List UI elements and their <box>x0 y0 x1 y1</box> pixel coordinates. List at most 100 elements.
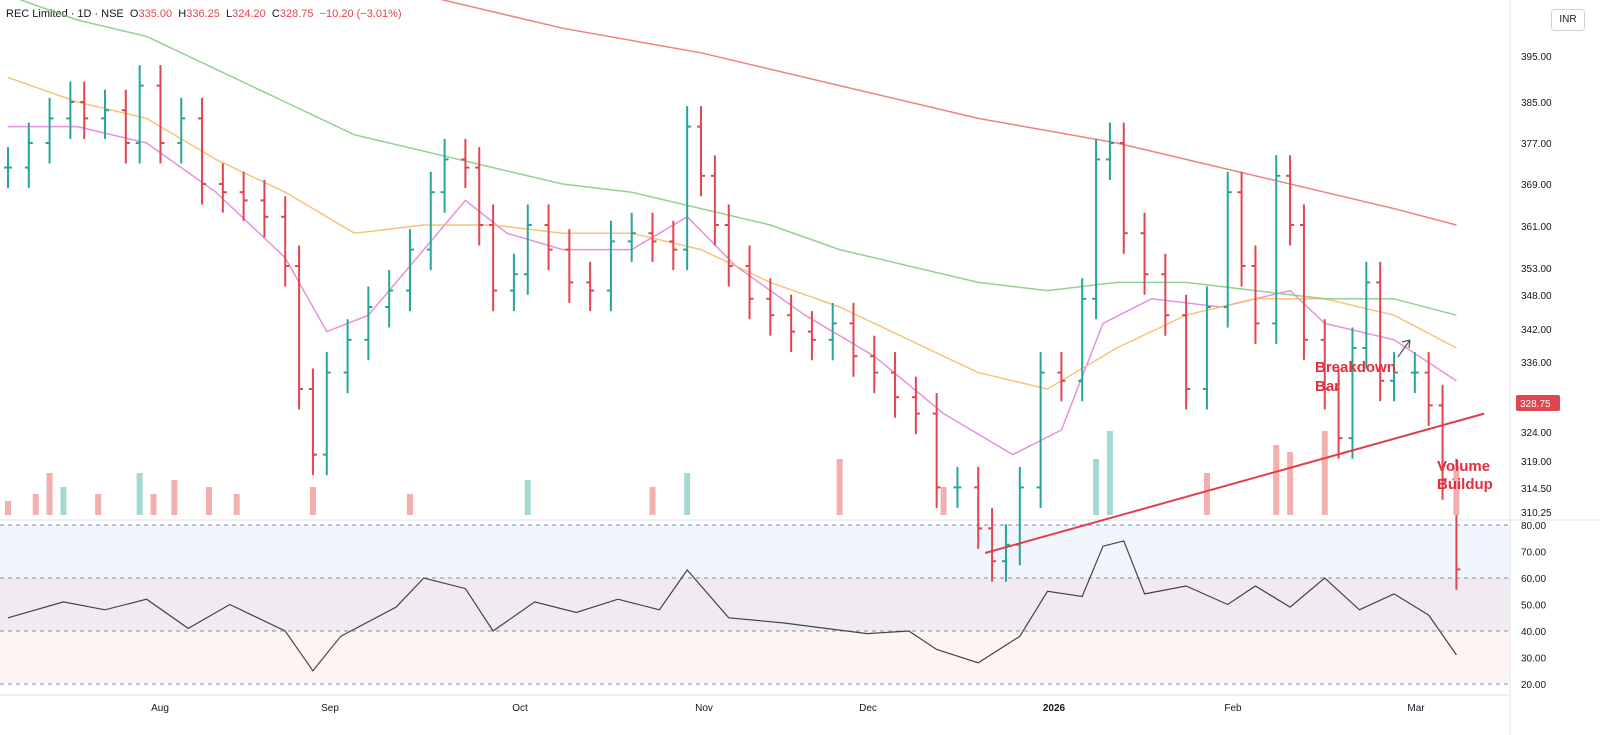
price-bar <box>565 229 574 303</box>
price-axis-tick: 314.50 <box>1521 484 1552 495</box>
price-axis-tick: 319.00 <box>1521 457 1552 468</box>
time-axis-label: Mar <box>1407 703 1425 714</box>
volume-bar <box>5 501 11 515</box>
price-bar <box>627 212 636 262</box>
price-bar <box>1237 171 1246 287</box>
price-bar <box>974 466 983 549</box>
price-bar <box>669 220 678 271</box>
rsi-mid-band <box>0 578 1510 631</box>
price-bar <box>101 89 110 139</box>
price-bar <box>911 376 920 435</box>
high-value: 336.25 <box>186 8 220 20</box>
time-axis-label: Aug <box>151 703 169 714</box>
price-bar <box>1410 352 1419 394</box>
price-bar <box>1119 122 1128 254</box>
price-axis-tick: 324.00 <box>1521 428 1552 439</box>
price-axis-tick: 353.00 <box>1521 264 1552 275</box>
volume-annotation: Volume <box>1437 458 1490 475</box>
price-bar <box>1299 204 1308 361</box>
price-bar <box>461 138 470 189</box>
price-bar <box>932 393 941 508</box>
price-bar <box>405 229 414 312</box>
price-bar <box>177 97 186 164</box>
moving-average-line-1 <box>8 125 1457 456</box>
price-bar <box>239 171 248 221</box>
volume-annotation-line2: Buildup <box>1437 476 1493 493</box>
last-price-label: 328.75 <box>1520 399 1551 410</box>
price-bar <box>766 278 775 336</box>
time-axis-label: Feb <box>1224 703 1242 714</box>
price-bar <box>24 122 33 189</box>
volume-bar <box>406 494 413 515</box>
price-bar <box>1202 286 1211 410</box>
price-bar <box>260 179 269 238</box>
low-value: 324.20 <box>232 8 266 20</box>
price-bar <box>440 138 449 213</box>
volume-bar <box>171 480 178 515</box>
rsi-axis-tick: 60.00 <box>1521 574 1546 585</box>
price-bar <box>281 196 290 287</box>
volume-bar <box>95 494 102 515</box>
price-bar <box>606 220 615 312</box>
price-bar <box>807 311 816 361</box>
price-bar <box>1438 384 1447 500</box>
price-bar <box>1286 155 1295 246</box>
price-bar <box>426 171 435 271</box>
price-bar <box>80 81 89 139</box>
price-bar <box>1251 245 1260 344</box>
volume-bar <box>524 480 531 515</box>
price-bar <box>4 147 12 189</box>
price-bar <box>295 245 304 410</box>
rsi-axis-tick: 30.00 <box>1521 654 1546 665</box>
volume-bar <box>309 487 316 515</box>
price-bar <box>828 302 837 361</box>
volume-bar <box>1106 431 1113 515</box>
rsi-overbought-band <box>0 525 1510 578</box>
price-bar <box>156 65 165 164</box>
time-axis-label: 2026 <box>1043 703 1066 714</box>
price-bar <box>1348 327 1357 459</box>
price-bar <box>523 204 532 295</box>
price-bar <box>343 319 352 394</box>
rsi-axis-tick: 50.00 <box>1521 601 1546 612</box>
price-bar <box>135 65 144 164</box>
volume-bar <box>649 487 656 515</box>
price-bar <box>1078 278 1087 402</box>
price-bar <box>509 253 518 312</box>
volume-bar <box>1203 473 1210 515</box>
price-bar <box>1092 138 1101 320</box>
price-bar <box>648 212 657 262</box>
price-axis-tick: 369.00 <box>1521 180 1552 191</box>
price-bar <box>218 163 227 213</box>
price-bar <box>1105 122 1114 180</box>
close-value: 328.75 <box>279 8 314 20</box>
rsi-axis-tick: 80.00 <box>1521 521 1546 532</box>
change-value: −10.20 (−3.01%) <box>319 8 402 20</box>
price-bar <box>1362 261 1371 369</box>
currency-button[interactable]: INR <box>1551 9 1585 31</box>
breakdown-annotation-line2: Bar <box>1315 378 1340 395</box>
price-bar <box>308 368 317 476</box>
moving-average-line-3 <box>18 0 1457 316</box>
price-bar <box>1182 294 1191 410</box>
price-axis-tick: 385.00 <box>1521 98 1552 109</box>
volume-bar <box>1093 459 1100 515</box>
open-label: O <box>129 8 139 20</box>
volume-bar <box>46 473 53 515</box>
price-bar <box>1057 352 1066 402</box>
price-bar <box>787 294 796 353</box>
volume-bar <box>1287 452 1294 515</box>
price-bar <box>1223 171 1232 328</box>
price-axis-tick: 348.00 <box>1521 291 1552 302</box>
moving-average-line-4 <box>439 0 1457 226</box>
price-bar <box>121 89 130 164</box>
price-bar <box>891 352 900 418</box>
volume-bar <box>1273 445 1280 515</box>
price-axis-tick: 336.00 <box>1521 358 1552 369</box>
rsi-axis-tick: 40.00 <box>1521 627 1546 638</box>
high-label: H <box>178 8 187 20</box>
price-bar <box>322 352 331 476</box>
price-axis-tick: 361.00 <box>1521 222 1552 233</box>
